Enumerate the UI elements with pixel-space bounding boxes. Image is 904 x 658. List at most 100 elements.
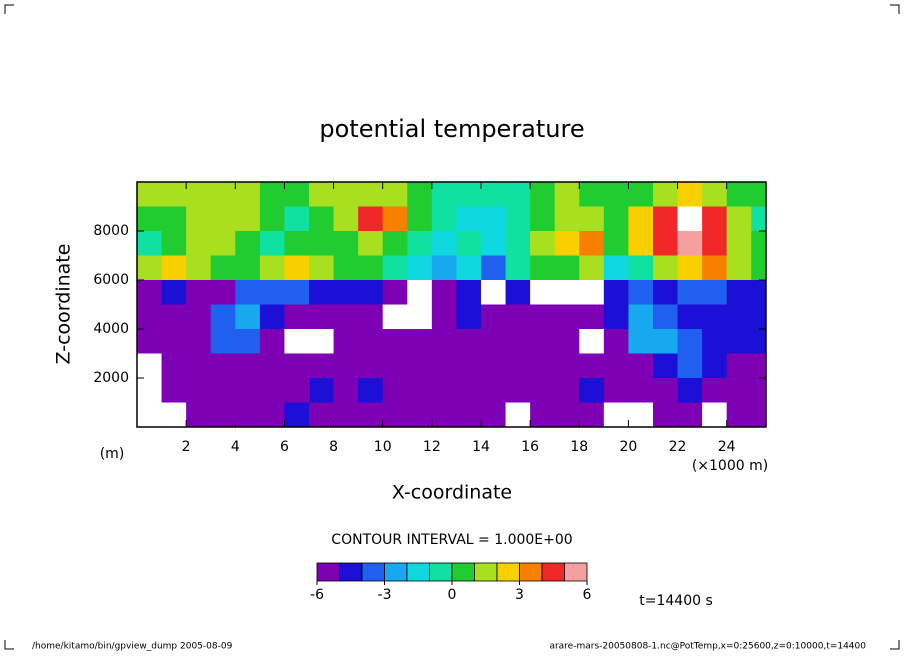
- field-cell: [480, 231, 507, 256]
- field-cell: [677, 206, 703, 232]
- field-cell: [530, 378, 556, 403]
- field-cell: [186, 304, 212, 330]
- x-tick-label: 12: [423, 439, 441, 455]
- field-cell: [186, 231, 212, 256]
- field-cell: [333, 378, 359, 403]
- field-cell: [702, 378, 728, 403]
- field-cell: [358, 353, 384, 379]
- field-cell: [628, 304, 654, 330]
- field-cell: [235, 304, 261, 330]
- field-cell: [284, 329, 310, 354]
- field-cell: [554, 402, 580, 427]
- field-cell: [579, 353, 605, 379]
- field-cell: [210, 304, 236, 330]
- field-cell: [628, 231, 654, 256]
- colorbar-swatch: [541, 562, 565, 582]
- field-cell: [358, 402, 384, 427]
- colorbar-swatch: [519, 562, 543, 582]
- field-cell: [505, 402, 531, 427]
- field-cell: [284, 255, 310, 281]
- field-cell: [407, 304, 433, 330]
- field-cell: [652, 255, 679, 281]
- colorbar-swatch: [451, 562, 475, 582]
- field-cell: [137, 231, 163, 256]
- field-cell: [505, 378, 531, 403]
- field-cell: [308, 378, 335, 403]
- field-cell: [161, 353, 187, 379]
- field-cell: [603, 255, 629, 281]
- field-cell: [554, 280, 580, 305]
- field-cell: [726, 255, 752, 281]
- field-cell: [210, 182, 236, 207]
- field-cell: [431, 182, 457, 207]
- field-cell: [554, 329, 580, 354]
- field-cell: [210, 329, 236, 354]
- field-cell: [751, 329, 766, 354]
- field-cell: [628, 206, 654, 232]
- field-cell: [431, 280, 457, 305]
- field-cell: [456, 402, 482, 427]
- field-cell: [702, 182, 728, 207]
- field-cell: [161, 206, 187, 232]
- field-cell: [603, 353, 629, 379]
- field-cell: [333, 329, 359, 354]
- field-cell: [161, 304, 187, 330]
- field-cell: [210, 378, 236, 403]
- field-cell: [628, 378, 654, 403]
- field-cell: [751, 206, 766, 232]
- field-cell: [726, 329, 752, 354]
- x-tick-label: 18: [570, 439, 588, 455]
- field-cell: [456, 329, 482, 354]
- field-cell: [407, 182, 433, 207]
- field-cell: [677, 231, 703, 256]
- field-cell: [652, 280, 679, 305]
- colorbar-swatch: [474, 562, 498, 582]
- corner-marks: [4, 4, 900, 650]
- field-cell: [382, 329, 408, 354]
- x-tick-label: 24: [718, 439, 736, 455]
- field-cell: [407, 378, 433, 403]
- field-cell: [284, 353, 310, 379]
- field-cell: [235, 255, 261, 281]
- field-cell: [480, 329, 507, 354]
- field-cell: [431, 255, 457, 281]
- field-cell: [530, 329, 556, 354]
- field-cell: [333, 402, 359, 427]
- x-tick-label: 10: [374, 439, 392, 455]
- y-tick-label: 2000: [93, 370, 129, 386]
- field-cell: [751, 280, 766, 305]
- field-cell: [628, 280, 654, 305]
- field-cell: [259, 378, 285, 403]
- field-cell: [382, 182, 408, 207]
- field-cell: [751, 402, 766, 427]
- field-cell: [530, 304, 556, 330]
- field-cell: [210, 231, 236, 256]
- field-cell: [308, 206, 335, 232]
- field-cell: [480, 378, 507, 403]
- field-cell: [579, 329, 605, 354]
- field-cell: [210, 280, 236, 305]
- field-cell: [751, 231, 766, 256]
- field-cell: [652, 402, 679, 427]
- field-cell: [308, 329, 335, 354]
- field-cell: [161, 402, 187, 427]
- x-tick-label: 14: [472, 439, 490, 455]
- field-cell: [333, 280, 359, 305]
- field-cell: [505, 206, 531, 232]
- field-cell: [235, 402, 261, 427]
- field-cell: [554, 304, 580, 330]
- field-cell: [137, 304, 163, 330]
- field-cell: [333, 206, 359, 232]
- field-cell: [137, 206, 163, 232]
- field-cell: [702, 206, 728, 232]
- colorbar-swatch: [496, 562, 520, 582]
- field-cell: [431, 304, 457, 330]
- field-cell: [358, 378, 384, 403]
- field-cell: [579, 304, 605, 330]
- field-cell: [652, 182, 679, 207]
- x-tick-label: 8: [329, 439, 338, 455]
- field-cell: [210, 402, 236, 427]
- colorbar-tick-label: 6: [583, 587, 592, 603]
- field-cell: [186, 182, 212, 207]
